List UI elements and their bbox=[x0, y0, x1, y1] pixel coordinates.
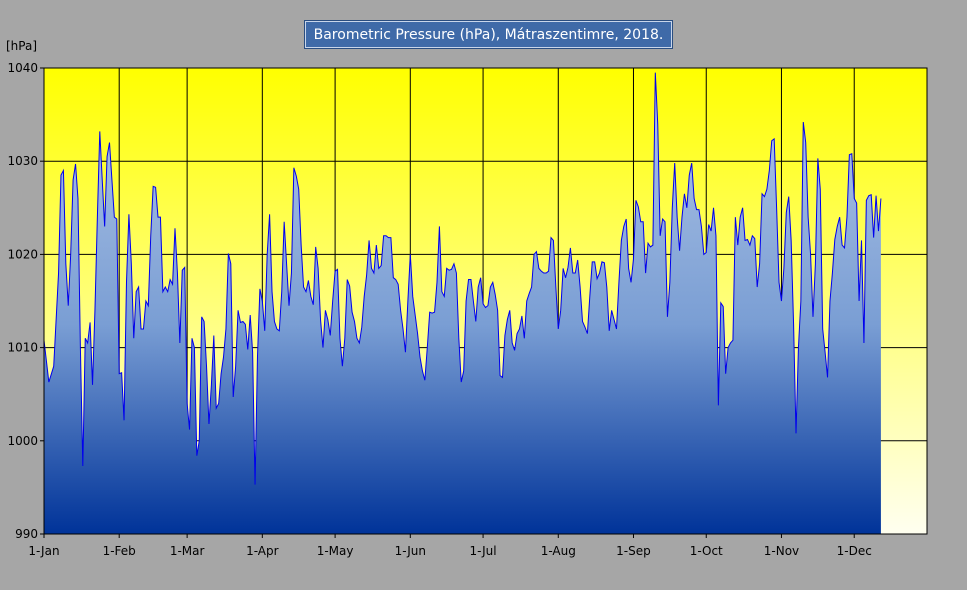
x-tick-label: 1-Nov bbox=[764, 544, 799, 558]
plot-area-border bbox=[43, 67, 928, 535]
y-tick-label: 1020 bbox=[7, 247, 38, 261]
pressure-series-line bbox=[43, 72, 882, 485]
x-tick-label: 1-Mar bbox=[170, 544, 205, 558]
x-tick-label: 1-Jan bbox=[28, 544, 59, 558]
y-tick-label: 1040 bbox=[7, 61, 38, 75]
x-tick-label: 1-Apr bbox=[246, 544, 279, 558]
y-axis-unit-label: [hPa] bbox=[6, 39, 38, 53]
x-tick-label: 1-Jul bbox=[470, 544, 497, 558]
x-tick-label: 1-Feb bbox=[103, 544, 136, 558]
y-tick-label: 990 bbox=[15, 527, 38, 541]
y-tick-label: 1010 bbox=[7, 341, 38, 355]
x-tick-label: 1-Jun bbox=[395, 544, 426, 558]
pressure-area-fill bbox=[44, 72, 881, 534]
x-axis-ticks: 1-Jan 1-Feb 1-Mar 1-Apr 1-May 1-Jun 1-Jul 1-Aug… bbox=[28, 534, 872, 558]
y-axis-ticks: 990 1000 1010 1020 1030 1040 bbox=[7, 61, 44, 541]
x-tick-label: 1-Aug bbox=[541, 544, 576, 558]
x-tick-label: 1-Sep bbox=[616, 544, 651, 558]
y-tick-label: 1030 bbox=[7, 154, 38, 168]
x-tick-label: 1-May bbox=[317, 544, 354, 558]
chart-title: Barometric Pressure (hPa), Mátraszentimr… bbox=[305, 21, 672, 48]
y-tick-label: 1000 bbox=[7, 434, 38, 448]
x-tick-label: 1-Dec bbox=[837, 544, 872, 558]
x-tick-label: 1-Oct bbox=[690, 544, 723, 558]
